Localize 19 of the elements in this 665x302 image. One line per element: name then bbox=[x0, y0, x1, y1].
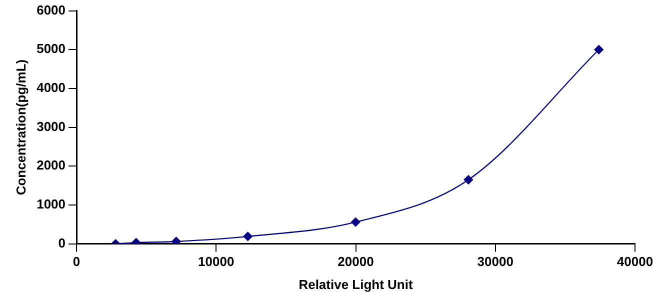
y-tick-label: 5000 bbox=[36, 41, 66, 56]
x-tick-label: 30000 bbox=[477, 254, 514, 270]
y-tick-label: 6000 bbox=[36, 2, 66, 18]
point bbox=[351, 217, 360, 227]
point bbox=[243, 232, 252, 242]
y-tick-label: 4000 bbox=[36, 80, 66, 96]
y-tick-label: 0 bbox=[58, 235, 66, 250]
x-tick-label: 40000 bbox=[616, 254, 654, 270]
y-tick-label: 3000 bbox=[36, 118, 66, 134]
y-tick-label: 2000 bbox=[36, 158, 66, 173]
point bbox=[172, 236, 181, 244]
x-axis-title: Relative Light Unit bbox=[298, 276, 414, 292]
x-tick-label: 10000 bbox=[198, 254, 234, 270]
point bbox=[594, 45, 604, 54]
y-axis-title: Concentration(pg/mL) bbox=[13, 59, 28, 196]
y-tick-label: 1000 bbox=[36, 196, 66, 212]
point bbox=[464, 175, 474, 184]
x-tick-label: 20000 bbox=[338, 254, 374, 270]
x-tick-label: 0 bbox=[72, 254, 80, 270]
